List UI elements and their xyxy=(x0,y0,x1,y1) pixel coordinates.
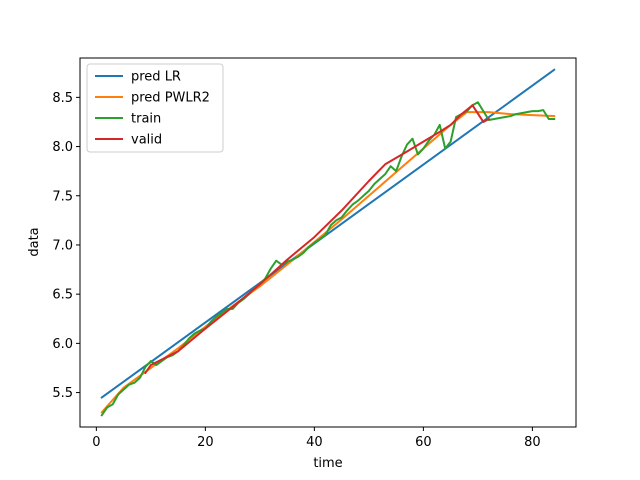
axes-frame xyxy=(79,57,577,428)
y-tick-label: 8.5 xyxy=(52,91,73,106)
legend: pred LR pred PWLR2 train valid xyxy=(86,63,224,153)
y-tick-label: 7.0 xyxy=(52,238,73,253)
x-tick-label: 0 xyxy=(92,435,100,450)
x-axis-ticks: 0 20 40 60 80 xyxy=(92,427,541,450)
x-tick-label: 80 xyxy=(524,435,541,450)
legend-label: valid xyxy=(131,133,162,148)
y-tick-label: 5.5 xyxy=(52,386,73,401)
y-tick-label: 7.5 xyxy=(52,189,73,204)
x-tick-label: 60 xyxy=(415,435,432,450)
legend-label: pred LR xyxy=(131,70,181,85)
legend-box xyxy=(86,63,224,153)
y-tick-label: 6.0 xyxy=(52,337,73,352)
x-tick-label: 20 xyxy=(197,435,214,450)
y-tick-label: 6.5 xyxy=(52,288,73,303)
series-line-valid xyxy=(144,104,491,375)
y-axis-ticks: 5.5 6.0 6.5 7.0 7.5 8.0 8.5 xyxy=(52,91,80,401)
y-axis-label: data xyxy=(27,227,42,256)
series-lines xyxy=(100,68,556,417)
series-line-pred-pwlr2 xyxy=(100,111,556,414)
legend-label: train xyxy=(131,112,161,127)
y-tick-label: 8.0 xyxy=(52,140,73,155)
series-line-pred-lr xyxy=(100,68,556,399)
legend-label: pred PWLR2 xyxy=(131,91,210,106)
x-tick-label: 40 xyxy=(306,435,323,450)
x-axis-label: time xyxy=(313,456,342,471)
